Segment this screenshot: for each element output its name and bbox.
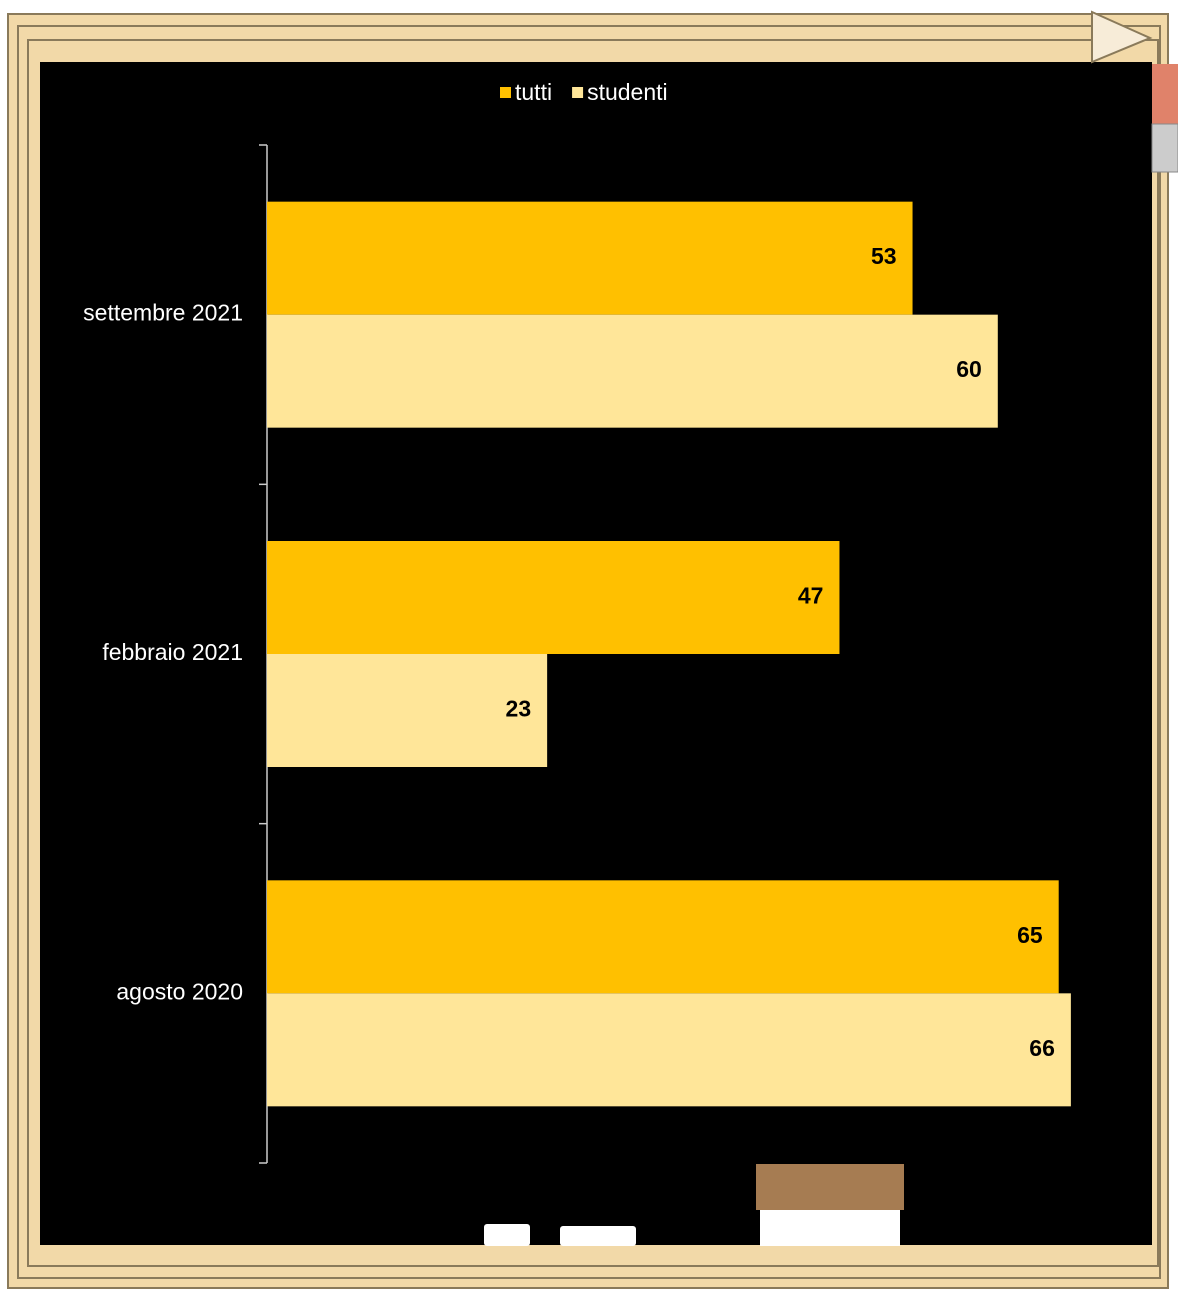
plot-area: tutti studenti settembre 2021 53 60 febbraio … (83, 79, 1071, 1164)
category-label: febbraio 2021 (102, 639, 243, 665)
chalk (484, 1224, 530, 1246)
bar (267, 993, 1071, 1107)
legend-swatch (572, 87, 584, 98)
bar (267, 314, 998, 428)
pencil-band (1151, 123, 1178, 173)
data-label: 66 (1029, 1035, 1055, 1061)
data-label: 23 (506, 696, 532, 722)
data-label: 53 (871, 243, 897, 269)
frame-line (27, 39, 1159, 1267)
data-label: 47 (798, 583, 824, 609)
bar (267, 880, 1059, 994)
category-label: settembre 2021 (83, 300, 243, 326)
category-label: agosto 2020 (116, 978, 243, 1004)
bar (267, 654, 548, 767)
pencil-eraser (1152, 64, 1178, 124)
pencil-tip (1091, 10, 1153, 64)
data-label: 65 (1017, 922, 1043, 948)
legend-swatch (500, 87, 511, 98)
frame-line (17, 25, 1161, 1279)
chalk (560, 1226, 636, 1246)
legend-label: tutti (515, 79, 552, 105)
bar (267, 541, 840, 654)
bar (267, 201, 913, 315)
eraser-felt (760, 1210, 900, 1246)
data-label: 60 (956, 356, 982, 382)
legend-label: studenti (587, 79, 668, 105)
eraser-top (756, 1164, 904, 1210)
